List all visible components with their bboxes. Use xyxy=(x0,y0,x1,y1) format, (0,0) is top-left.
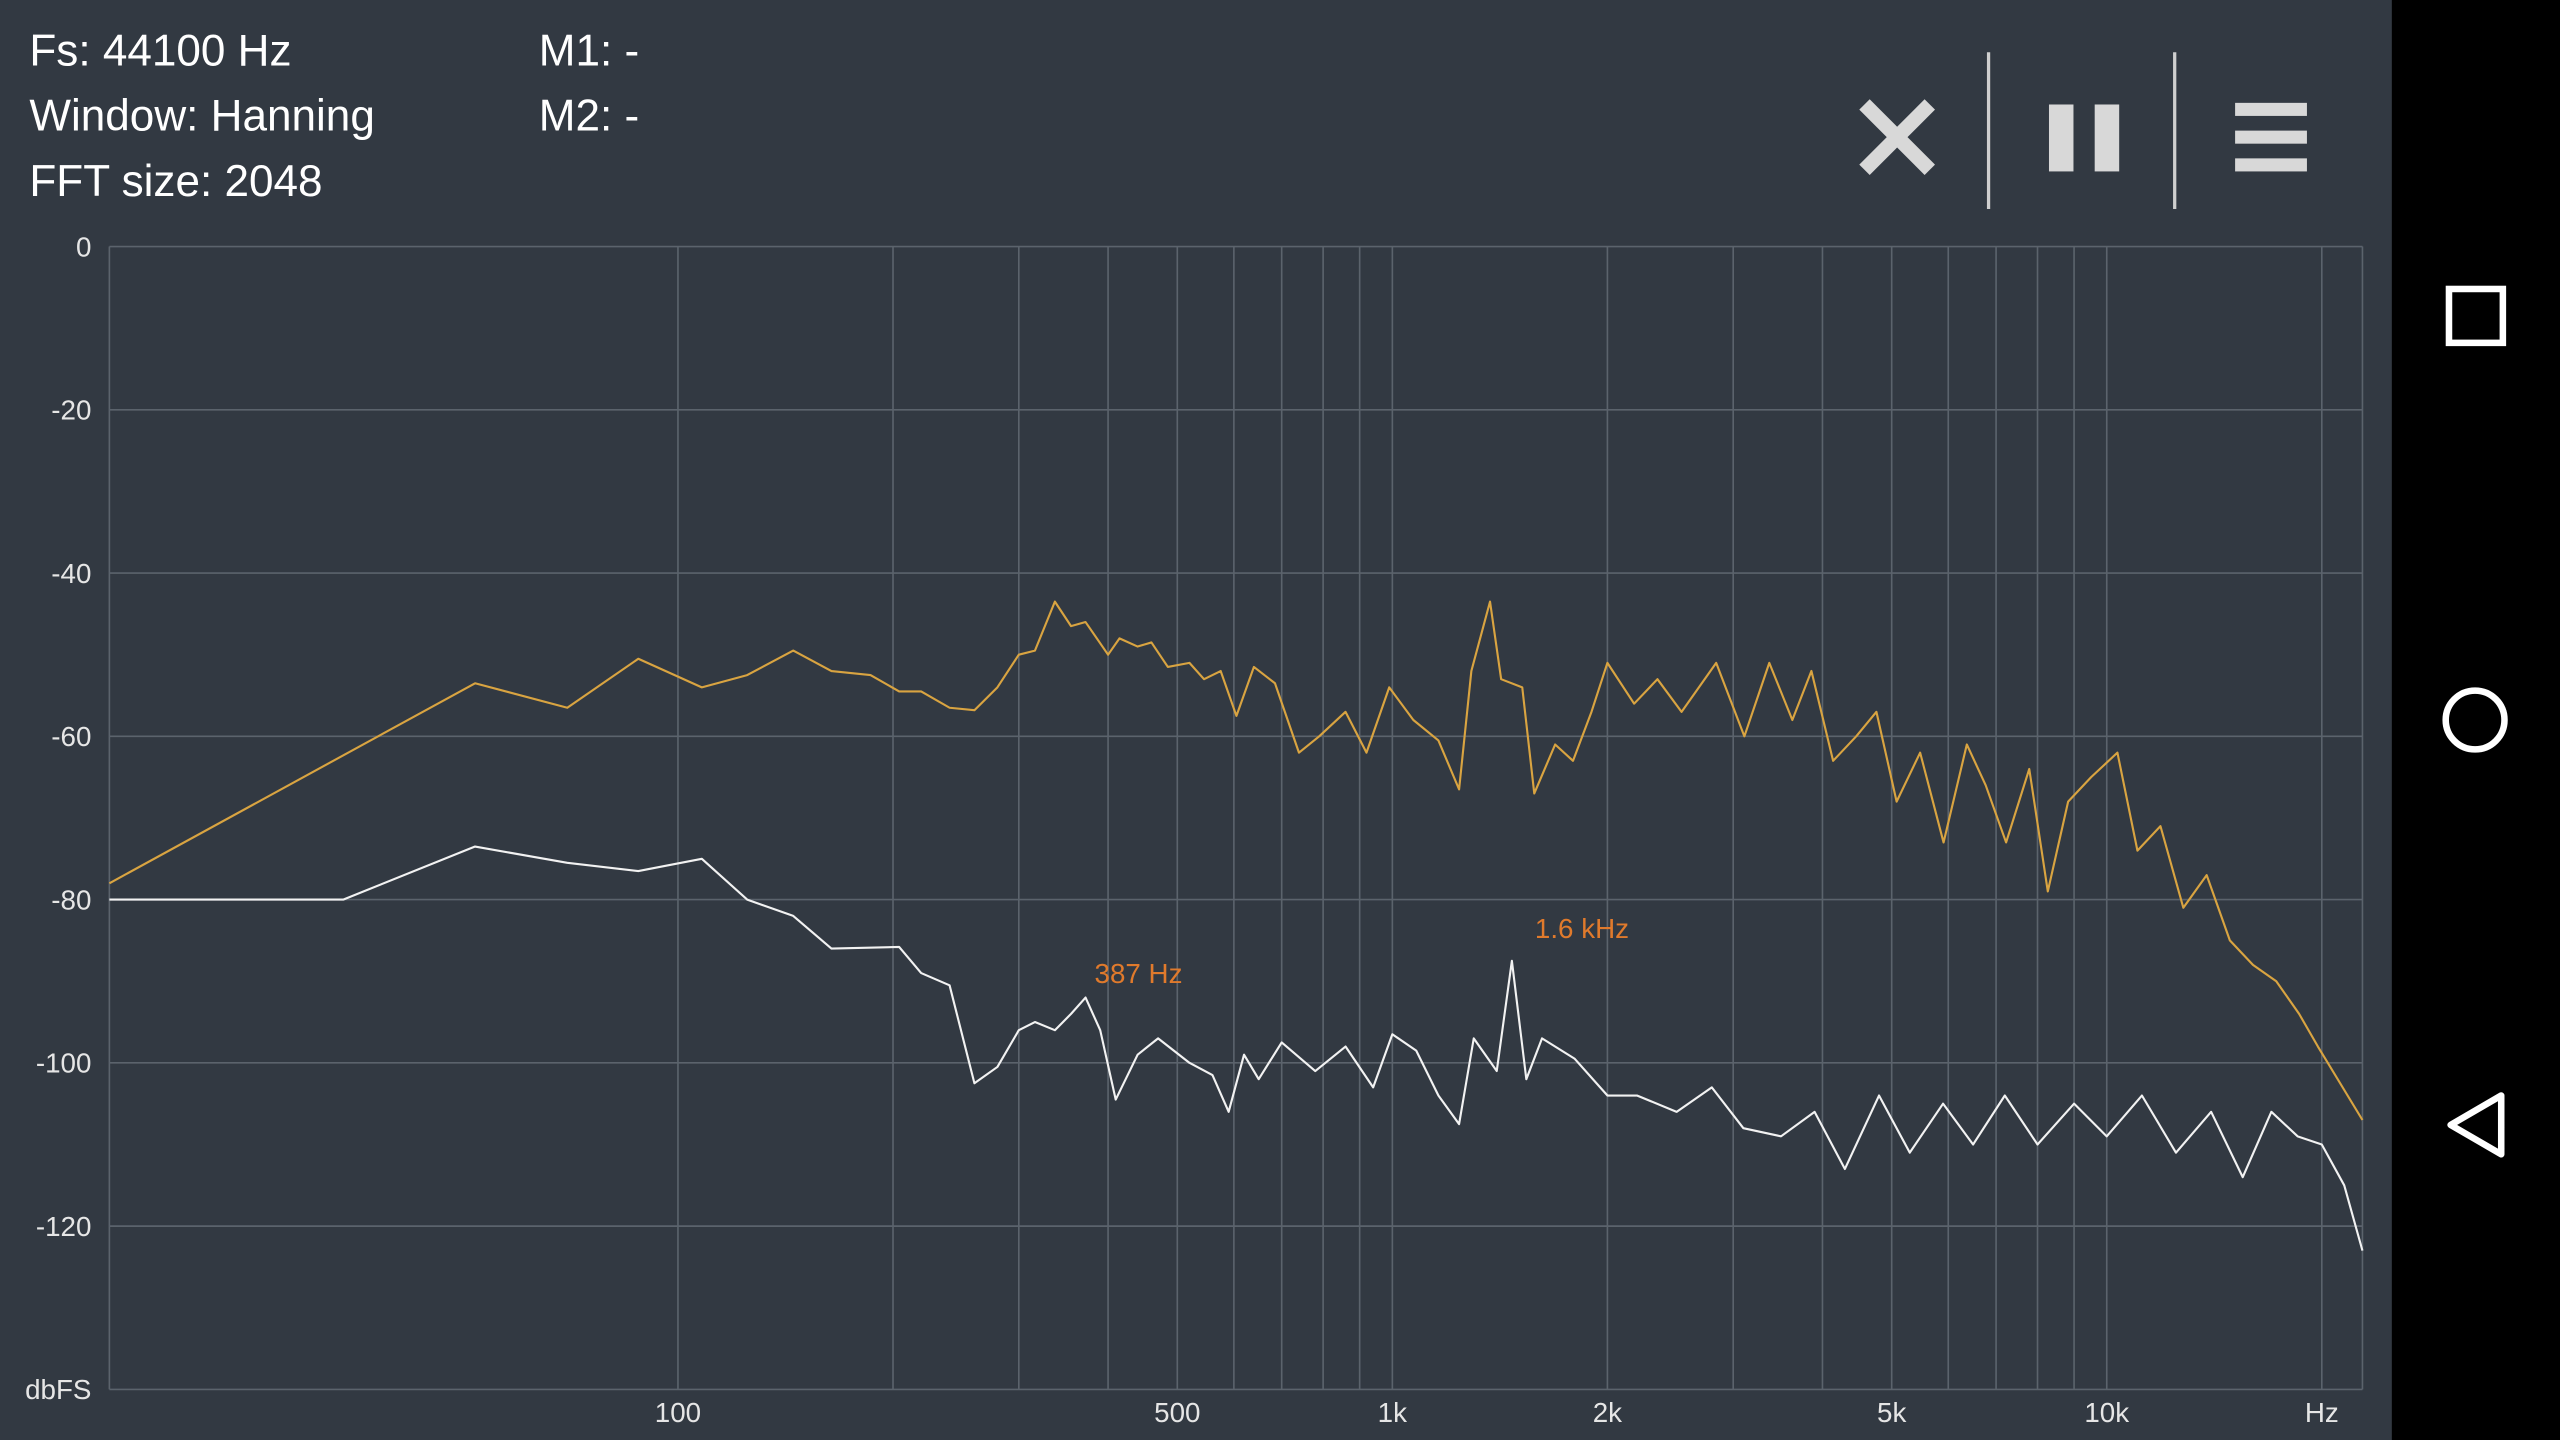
y-tick-label: -40 xyxy=(51,558,91,589)
x-tick-label: 1k xyxy=(1378,1397,1407,1428)
x-tick-label: Hz xyxy=(2305,1397,2339,1428)
peak-label: 1.6 kHz xyxy=(1535,913,1629,944)
x-tick-label: 2k xyxy=(1593,1397,1622,1428)
peak-label: 387 Hz xyxy=(1095,958,1183,989)
spectrum-line xyxy=(109,845,2364,1251)
close-icon xyxy=(1859,99,1935,175)
plot: 0 -20 -40 -60 -80 -100 -120 dbFS 100 500 1k 2k 5k 10k… xyxy=(25,231,2364,1428)
y-tick-label: -100 xyxy=(36,1048,92,1079)
recents-button[interactable] xyxy=(2445,285,2507,347)
menu-icon xyxy=(2235,102,2307,116)
pause-icon xyxy=(2094,104,2120,172)
x-tick-label: 10k xyxy=(2084,1397,2129,1428)
marker-1: M1: - xyxy=(539,26,639,75)
marker-2: M2: - xyxy=(539,92,639,141)
x-tick-label: 500 xyxy=(1154,1397,1200,1428)
background xyxy=(0,0,2392,1440)
y-tick-label: -120 xyxy=(36,1211,92,1242)
menu-button[interactable] xyxy=(2235,102,2307,172)
y-tick-label: 0 xyxy=(76,231,91,262)
pause-button[interactable] xyxy=(2048,104,2120,172)
x-tick-label: 5k xyxy=(1877,1397,1906,1428)
sample-rate: Fs: 44100 Hz xyxy=(29,26,291,75)
y-tick-label: -20 xyxy=(51,395,91,426)
home-button[interactable] xyxy=(2442,687,2508,753)
y-tick-label: -80 xyxy=(51,884,91,915)
y-tick-label: dbFS xyxy=(25,1374,91,1405)
nav-bar xyxy=(2391,0,2560,1440)
window-type: Window: Hanning xyxy=(29,92,374,141)
close-button[interactable] xyxy=(1859,99,1935,175)
menu-icon xyxy=(2235,158,2307,172)
x-tick-label: 100 xyxy=(655,1397,701,1428)
spectrum-line xyxy=(108,600,2364,1121)
menu-icon xyxy=(2235,130,2307,144)
fft-size: FFT size: 2048 xyxy=(29,157,322,206)
pause-icon xyxy=(2048,104,2074,172)
y-tick-label: -60 xyxy=(51,721,91,752)
back-button[interactable] xyxy=(2447,1092,2505,1158)
